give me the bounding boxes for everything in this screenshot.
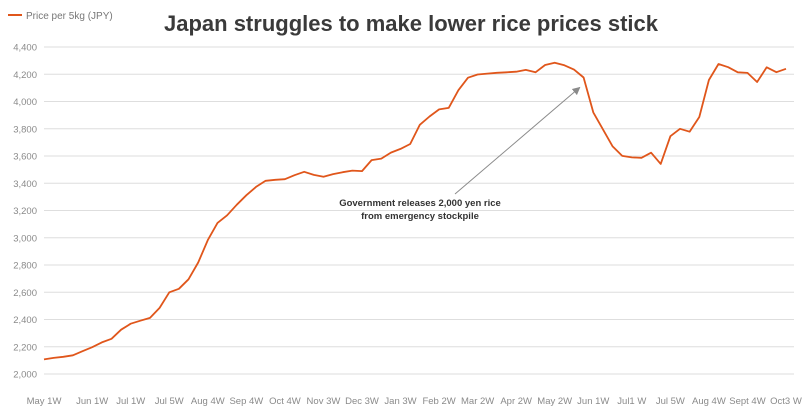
price-line bbox=[43, 61, 787, 361]
x-tick-label: Jun 1W bbox=[577, 396, 609, 407]
x-tick-label: Sept 4W bbox=[729, 396, 765, 407]
y-tick-label: 2,000 bbox=[13, 370, 37, 381]
y-tick-label: 4,200 bbox=[13, 70, 37, 81]
y-tick-label: 4,000 bbox=[13, 97, 37, 108]
x-tick-label: May 2W bbox=[537, 396, 572, 407]
annotation-arrow bbox=[454, 86, 581, 195]
x-tick-label: Sep 4W bbox=[229, 396, 263, 407]
legend-label: Price per 5kg (JPY) bbox=[26, 11, 113, 22]
x-tick-label: Oct 4W bbox=[269, 396, 301, 407]
x-tick-label: Aug 4W bbox=[191, 396, 225, 407]
annotation: Government releases 2,000 yen rice from … bbox=[339, 86, 581, 222]
legend: Price per 5kg (JPY) bbox=[8, 11, 113, 22]
y-tick-label: 3,800 bbox=[13, 124, 37, 135]
x-axis: May 1W Jun 1W Jul 1W Jul 5W Aug 4W Sep 4W Oct … bbox=[27, 396, 802, 407]
y-tick-label: 3,400 bbox=[13, 179, 37, 190]
y-tick-label: 2,600 bbox=[13, 288, 37, 299]
x-tick-label: Nov 3W bbox=[307, 396, 341, 407]
annotation-line-1: Government releases 2,000 yen rice bbox=[339, 198, 501, 209]
x-tick-label: Feb 2W bbox=[422, 396, 455, 407]
x-tick-label: Jul 5W bbox=[155, 396, 184, 407]
x-tick-label: Jun 1W bbox=[76, 396, 108, 407]
x-tick-label: Oct3 W bbox=[770, 396, 802, 407]
chart-title: Japan struggles to make lower rice price… bbox=[164, 11, 659, 36]
x-tick-label: Jul 1W bbox=[116, 396, 145, 407]
x-tick-label: Jul 5W bbox=[656, 396, 685, 407]
y-tick-label: 4,400 bbox=[13, 43, 37, 54]
y-tick-label: 2,800 bbox=[13, 261, 37, 272]
x-tick-label: May 1W bbox=[27, 396, 62, 407]
x-tick-label: Mar 2W bbox=[461, 396, 494, 407]
x-tick-label: Jul1 W bbox=[617, 396, 646, 407]
annotation-line-2: from emergency stockpile bbox=[361, 211, 479, 222]
gridlines bbox=[44, 46, 794, 375]
x-tick-label: Jan 3W bbox=[384, 396, 416, 407]
y-tick-label: 2,200 bbox=[13, 342, 37, 353]
x-tick-label: Aug 4W bbox=[692, 396, 726, 407]
series-layer bbox=[43, 61, 787, 361]
x-tick-label: Dec 3W bbox=[345, 396, 379, 407]
y-axis: 2,000 2,200 2,400 2,600 2,800 3,000 3,200 3,400… bbox=[13, 43, 37, 381]
x-tick-label: Apr 2W bbox=[500, 396, 532, 407]
y-tick-label: 2,400 bbox=[13, 315, 37, 326]
y-tick-label: 3,000 bbox=[13, 233, 37, 244]
y-tick-label: 3,600 bbox=[13, 152, 37, 163]
y-tick-label: 3,200 bbox=[13, 206, 37, 217]
